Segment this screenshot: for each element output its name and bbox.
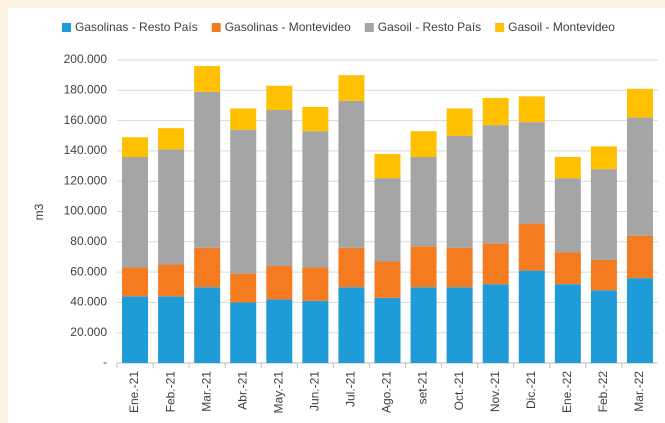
bar-segment [266,266,293,300]
legend-label: Gasolinas - Resto País [75,20,198,34]
bar-segment [626,278,653,363]
x-tick-label: Ago.-21 [380,371,394,413]
bar-segment [158,128,185,150]
bar-segment [374,297,401,363]
bar-segment [194,66,221,92]
legend-label: Gasoil - Resto País [378,20,481,34]
x-tick-label: May.-21 [271,371,285,414]
bar-segment [410,131,437,157]
y-tick-label: 20.000 [70,325,107,339]
legend-swatch [211,23,221,32]
bar-segment [230,129,257,274]
bar-segment [446,287,473,363]
bar-segment [158,149,185,265]
bar-segment [482,243,509,285]
bar-segment [266,85,293,110]
bar-segment [554,156,581,179]
legend-swatch [364,23,374,32]
bar-segment [446,247,473,288]
x-tick-label: set-21 [416,371,430,405]
legend-label: Gasolinas - Montevideo [225,20,351,34]
y-tick-label: 60.000 [70,264,107,278]
bar-segment [626,88,653,118]
bar-segment [374,153,401,179]
bar-segment [554,252,581,285]
bar-segment [194,287,221,363]
x-tick-label: Dic.-21 [524,371,538,409]
bar-segment [122,267,149,297]
bar-segment [122,156,149,268]
bar-segment [374,261,401,298]
bar-segment [518,270,545,363]
y-tick-label: - [103,355,107,369]
bar-segment [518,96,545,123]
bar-segment [518,122,545,224]
bar-segment [302,300,329,363]
bar-segment [410,156,437,247]
bar-segment [158,296,185,363]
y-tick-label: 40.000 [70,295,107,309]
bar-segment [554,284,581,363]
y-tick-label: 180.000 [64,82,108,96]
bar-segment [230,302,257,363]
bar-segment [338,247,365,288]
x-tick-label: Nov.-21 [488,371,502,412]
bar-segment [482,284,509,363]
bar-segment [122,137,149,157]
bar-segment [590,146,617,170]
bar-segment [266,109,293,267]
bar-segment [230,273,257,303]
bar-segment [122,296,149,363]
bar-segment [374,178,401,262]
legend-swatch [62,23,71,32]
x-tick-label: Feb.-21 [163,371,177,413]
bar-segment [554,178,581,253]
x-tick-label: Oct.-21 [452,371,466,411]
bar-segment [194,91,221,248]
bar-segment [230,108,257,130]
bar-segment [302,131,329,268]
bar-segment [482,125,509,244]
bar-segment [626,117,653,236]
x-tick-label: Abr.-21 [235,371,249,410]
bar-segment [590,290,617,363]
x-tick-label: Jun.-21 [308,371,322,411]
bar-segment [626,235,653,279]
x-tick-label: Mar.-22 [632,371,646,412]
bar-segment [590,259,617,291]
bar-segment [410,287,437,363]
legend-label: Gasoil - Montevideo [508,20,615,34]
bar-segment [482,97,509,126]
y-tick-label: 80.000 [70,234,107,248]
bar-segment [338,75,365,101]
bar-segment [590,169,617,260]
bar-segment [338,100,365,248]
bar-segment [158,264,185,297]
x-tick-label: Mar.-21 [199,371,213,412]
bar-segment [518,223,545,271]
bar-segment [194,247,221,288]
bar-segment [410,246,437,288]
y-tick-label: 140.000 [64,143,108,157]
x-tick-label: Feb.-22 [596,371,610,413]
x-tick-label: Ene.-21 [127,371,141,413]
x-tick-label: Jul.-21 [344,371,358,407]
y-tick-label: 200.000 [64,52,108,66]
bar-segment [302,267,329,301]
y-tick-label: 120.000 [64,173,108,187]
y-axis-label: m3 [32,203,46,220]
bar-segment [446,135,473,248]
bar-segment [446,108,473,136]
x-tick-label: Ene.-22 [560,371,574,413]
bar-segment [338,287,365,363]
bar-segment [302,106,329,132]
legend-swatch [495,23,505,32]
bar-segment [266,299,293,363]
y-tick-label: 100.000 [64,204,108,218]
y-tick-label: 160.000 [64,113,108,127]
